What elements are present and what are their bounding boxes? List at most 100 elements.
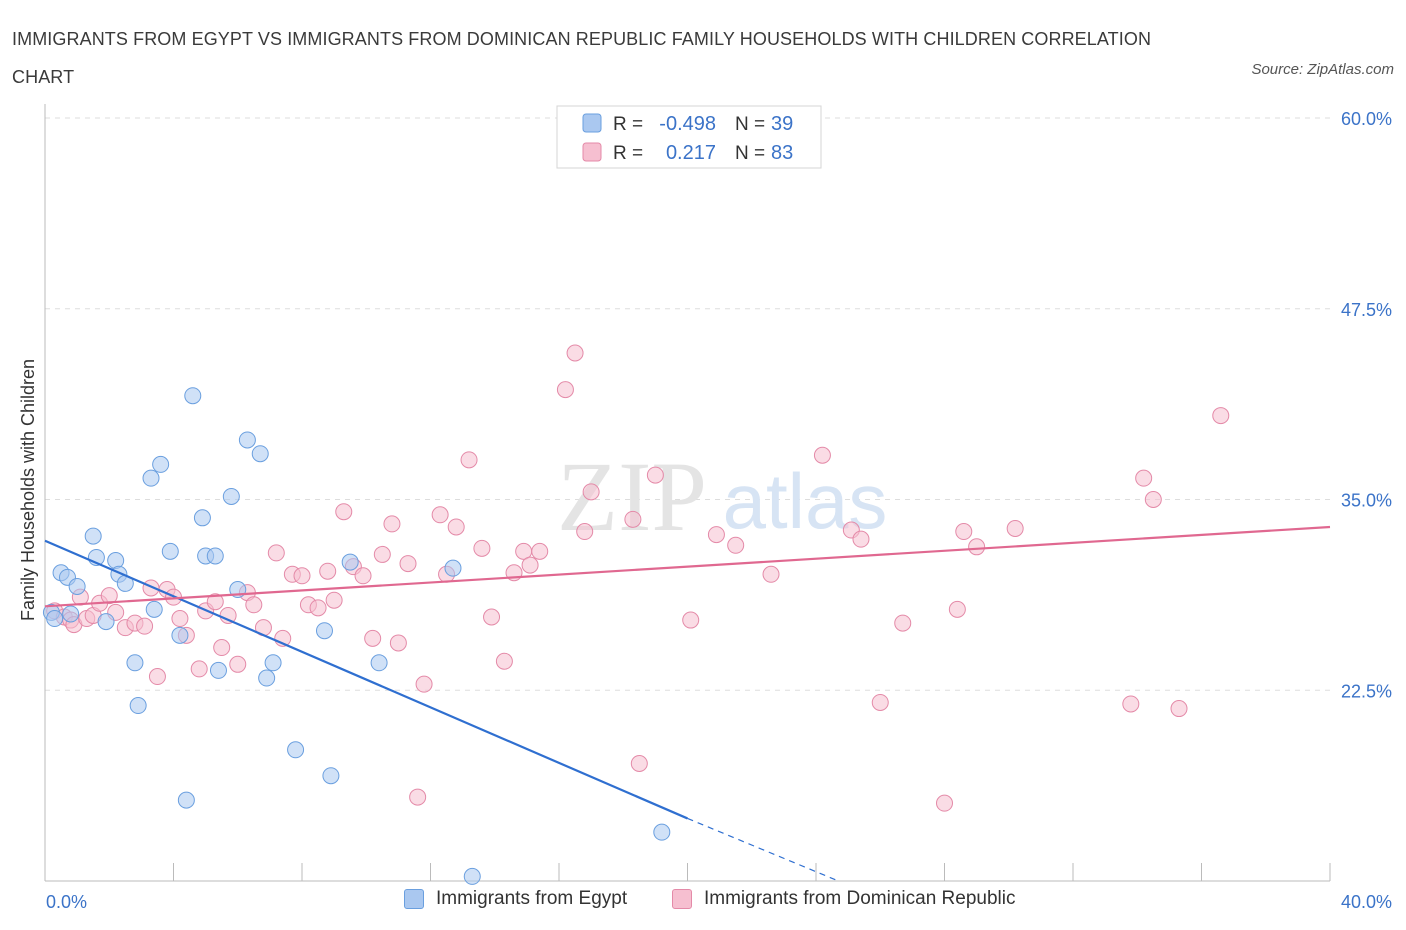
legend-bottom: Immigrants from Egypt Immigrants from Do… (0, 888, 1406, 918)
point-dominican-republic (335, 503, 353, 521)
gridlines (45, 117, 1330, 691)
x-tick-label: 0.0% (46, 892, 87, 912)
point-dominican-republic (894, 614, 912, 632)
legend-swatch-dr (582, 142, 602, 162)
trend-line-egypt-extension (687, 817, 839, 882)
legend-item-dr: Immigrants from Dominican Republic (672, 888, 1016, 910)
point-dominican-republic (948, 600, 966, 618)
point-egypt (463, 867, 481, 885)
point-egypt (152, 455, 170, 473)
point-dominican-republic (460, 451, 478, 469)
point-dominican-republic (531, 542, 549, 560)
y-tick-label: 47.5% (1341, 300, 1392, 320)
legend-swatch-egypt (582, 113, 602, 133)
point-dominican-republic (415, 675, 433, 693)
point-egypt (264, 654, 282, 672)
point-dominican-republic (245, 596, 263, 614)
point-dominican-republic (325, 591, 343, 609)
point-dominican-republic (955, 523, 973, 541)
point-dominican-republic (1122, 695, 1140, 713)
point-dominican-republic (582, 483, 600, 501)
point-egypt (145, 600, 163, 618)
point-dominican-republic (293, 567, 311, 585)
point-egypt (62, 605, 80, 623)
point-egypt (238, 431, 256, 449)
point-dominican-republic (267, 544, 285, 562)
point-egypt (142, 469, 160, 487)
legend-swatch-dr (672, 889, 692, 909)
legend-n-value: 39 (771, 113, 793, 135)
point-dominican-republic (762, 565, 780, 583)
legend-swatch-egypt (404, 889, 424, 909)
point-egypt (370, 654, 388, 672)
point-dominican-republic (219, 606, 237, 624)
point-dominican-republic (483, 608, 501, 626)
point-dominican-republic (682, 611, 700, 629)
point-egypt (184, 387, 202, 405)
legend-r-label: R = (613, 114, 643, 135)
point-egypt (177, 791, 195, 809)
series-dominican-republic (46, 344, 1230, 812)
point-dominican-republic (630, 754, 648, 772)
point-dominican-republic (409, 788, 427, 806)
y-tick-label: 35.0% (1341, 491, 1392, 511)
point-dominican-republic (727, 536, 745, 554)
point-egypt (315, 622, 333, 640)
point-dominican-republic (707, 526, 725, 544)
point-dominican-republic (319, 562, 337, 580)
point-dominican-republic (576, 523, 594, 541)
point-egypt (444, 559, 462, 577)
point-egypt (161, 542, 179, 560)
chart-title: IMMIGRANTS FROM EGYPT VS IMMIGRANTS FROM… (12, 29, 1152, 87)
legend-top: R = -0.498 N = 39 R = 0.217 N = 83 (556, 105, 822, 169)
point-dominican-republic (871, 693, 889, 711)
y-axis-label: Family Households with Children (18, 359, 38, 621)
point-dominican-republic (148, 668, 166, 686)
point-dominican-republic (624, 510, 642, 528)
y-tick-label: 60.0% (1341, 109, 1392, 129)
legend-r-value: 0.217 (666, 142, 716, 164)
legend-r-label: R = (613, 143, 643, 164)
point-dominican-republic (364, 629, 382, 647)
x-tick-label: 40.0% (1341, 892, 1392, 912)
trend-line-dr (44, 525, 1331, 608)
point-egypt (129, 697, 147, 715)
legend-label-egypt: Immigrants from Egypt (436, 888, 628, 909)
point-egypt (171, 626, 189, 644)
point-egypt (126, 654, 144, 672)
point-dominican-republic (566, 344, 584, 362)
point-egypt (209, 661, 227, 679)
point-dominican-republic (190, 660, 208, 678)
legend-r-value: -0.498 (659, 113, 716, 135)
point-dominican-republic (968, 538, 986, 556)
point-dominican-republic (1212, 407, 1230, 425)
point-dominican-republic (206, 593, 224, 611)
y-tick-label: 22.5% (1341, 681, 1392, 701)
point-egypt (287, 741, 305, 759)
legend-n-value: 83 (771, 142, 793, 164)
trend-line-egypt (44, 539, 688, 820)
point-dominican-republic (100, 587, 118, 605)
point-dominican-republic (936, 794, 953, 812)
point-egypt (341, 553, 359, 571)
point-egypt (222, 487, 240, 505)
point-egypt (46, 610, 64, 628)
point-dominican-republic (229, 655, 247, 673)
point-egypt (84, 527, 102, 545)
point-dominican-republic (495, 652, 513, 670)
point-dominican-republic (373, 545, 391, 563)
point-egypt (251, 445, 269, 463)
point-egypt (653, 823, 671, 841)
point-dominican-republic (383, 515, 401, 533)
point-dominican-republic (646, 466, 664, 484)
point-egypt (97, 613, 115, 631)
point-egypt (68, 577, 86, 595)
point-egypt (322, 767, 340, 785)
point-dominican-republic (213, 639, 231, 657)
legend-item-egypt: Immigrants from Egypt (404, 888, 627, 910)
point-dominican-republic (309, 599, 327, 617)
source-label: Source: ZipAtlas.com (1251, 61, 1394, 78)
point-egypt (193, 509, 211, 527)
point-egypt (206, 547, 224, 565)
